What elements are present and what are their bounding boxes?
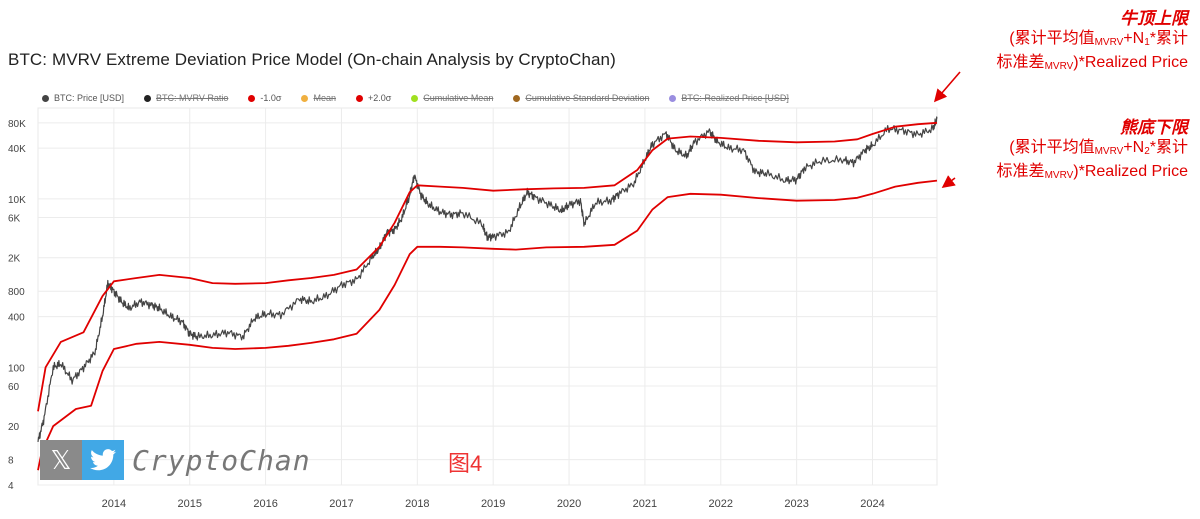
upper-band-line — [37, 121, 938, 412]
y-tick-label: 800 — [8, 287, 25, 298]
axis-labels: 4 8 20 60 100 400 800 2K 6K 10K 40K 80K 2014 2015 2016… — [8, 119, 885, 510]
legend-label: BTC: MVRV Ratio — [156, 93, 229, 103]
x-tick-label: 2023 — [784, 498, 808, 510]
lower-band-line — [37, 179, 938, 471]
y-tick-label: 10K — [8, 195, 26, 206]
chart-title: BTC: MVRV Extreme Deviation Price Model … — [8, 50, 616, 69]
legend-color-dot — [248, 94, 256, 102]
bottom-band-annotation-formula-line2: 标准差MVRV)*Realized Price — [996, 163, 1188, 181]
figure-label: 图4 — [448, 451, 483, 476]
y-tick-label: 40K — [8, 144, 26, 155]
legend-label: Cumulative Standard Deviation — [525, 93, 650, 103]
top-band-annotation-formula-line2: 标准差MVRV)*Realized Price — [996, 54, 1188, 72]
legend-label: BTC: Price [USD] — [54, 93, 125, 103]
legend-item[interactable]: BTC: MVRV Ratio — [144, 93, 228, 103]
watermark: 𝕏 CryptoChan — [40, 440, 311, 480]
legend-item[interactable]: BTC: Price [USD] — [42, 93, 124, 103]
twitter-bird-icon — [82, 440, 124, 480]
x-tick-label: 2016 — [253, 498, 277, 510]
legend-item[interactable]: +2.0σ — [355, 93, 392, 103]
x-tick-label: 2021 — [633, 498, 657, 510]
legend-item[interactable]: Cumulative Standard Deviation — [513, 93, 649, 103]
y-tick-label: 80K — [8, 119, 26, 130]
top-band-annotation: 牛顶上限 (累计平均值MVRV+N1*累计 标准差MVRV)*Realized … — [997, 9, 1188, 77]
watermark-brand-name: CryptoChan — [132, 443, 311, 477]
legend-label: -1.0σ — [260, 93, 282, 103]
x-tick-label: 2018 — [405, 498, 429, 510]
bottom-band-annotation-title: 熊底下限 — [1120, 118, 1188, 137]
y-tick-label: 60 — [8, 382, 20, 393]
x-tick-label: 2015 — [177, 498, 201, 510]
legend-color-dot — [669, 94, 677, 102]
legend-item[interactable]: Cumulative Mean — [411, 93, 493, 103]
bottom-annotation-arrow — [941, 175, 956, 188]
y-tick-label: 400 — [8, 313, 25, 324]
legend-item[interactable]: Mean — [301, 93, 336, 103]
legend-label: +2.0σ — [367, 93, 392, 103]
x-tick-label: 2020 — [557, 498, 581, 510]
x-tick-label: 2014 — [102, 498, 126, 510]
y-tick-label: 6K — [8, 214, 21, 225]
x-tick-label: 2022 — [709, 498, 733, 510]
legend-label: BTC: Realized Price [USD] — [681, 93, 789, 103]
top-annotation-arrow — [933, 71, 961, 103]
legend-item[interactable]: -1.0σ — [248, 93, 281, 103]
legend-color-dot — [355, 94, 363, 102]
grid-lines — [37, 107, 938, 486]
legend-color-dot — [301, 94, 309, 102]
top-band-annotation-title: 牛顶上限 — [1120, 9, 1188, 28]
legend-color-dot — [42, 94, 49, 102]
x-tick-label: 2017 — [329, 498, 353, 510]
legend-color-dot — [513, 94, 521, 102]
chart-legend: BTC: Price [USD] BTC: MVRV Ratio -1.0σ Mean… — [42, 91, 789, 105]
plot-frame — [37, 107, 938, 486]
y-tick-label: 20 — [8, 422, 20, 433]
y-tick-label: 2K — [8, 254, 21, 265]
legend-color-dot — [144, 94, 152, 102]
x-tick-label: 2024 — [860, 498, 884, 510]
price-series-line — [37, 116, 938, 442]
legend-label: Mean — [313, 93, 336, 103]
y-tick-label: 4 — [8, 481, 14, 492]
bottom-band-annotation-formula-line1: (累计平均值MVRV+N2*累计 — [1009, 139, 1188, 157]
x-tick-label: 2019 — [481, 498, 505, 510]
y-tick-label: 8 — [8, 456, 14, 467]
y-tick-label: 100 — [8, 363, 25, 374]
series-group — [37, 116, 938, 471]
x-logo-icon: 𝕏 — [40, 440, 82, 480]
legend-color-dot — [411, 94, 419, 102]
legend-item[interactable]: BTC: Realized Price [USD] — [669, 93, 789, 103]
legend-label: Cumulative Mean — [423, 93, 494, 103]
bottom-band-annotation: 熊底下限 (累计平均值MVRV+N2*累计 标准差MVRV)*Realized … — [997, 118, 1188, 186]
top-band-annotation-formula-line1: (累计平均值MVRV+N1*累计 — [1009, 30, 1188, 48]
